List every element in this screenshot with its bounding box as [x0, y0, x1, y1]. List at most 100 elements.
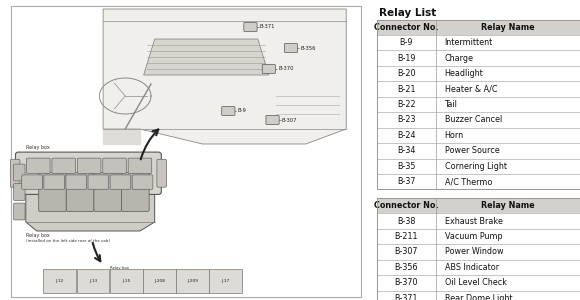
Polygon shape: [103, 9, 346, 144]
Text: J-17: J-17: [222, 279, 230, 283]
Text: B-34: B-34: [397, 146, 416, 155]
Text: Relay Name: Relay Name: [481, 23, 535, 32]
FancyBboxPatch shape: [103, 158, 126, 173]
Text: J-209: J-209: [187, 279, 198, 283]
Text: B-23: B-23: [117, 180, 125, 184]
Text: Charge: Charge: [444, 54, 473, 63]
Text: J-15: J-15: [122, 279, 130, 283]
Text: B-38: B-38: [397, 217, 416, 226]
FancyBboxPatch shape: [157, 159, 166, 187]
Text: Horn: Horn: [444, 131, 463, 140]
FancyBboxPatch shape: [110, 175, 130, 189]
Text: B-19: B-19: [397, 54, 416, 63]
FancyBboxPatch shape: [66, 172, 94, 212]
FancyBboxPatch shape: [377, 20, 580, 190]
Text: B-22: B-22: [397, 100, 416, 109]
Text: J-13: J-13: [89, 279, 97, 283]
FancyBboxPatch shape: [132, 175, 153, 189]
FancyBboxPatch shape: [77, 269, 110, 293]
Text: Relay box: Relay box: [26, 232, 49, 238]
FancyBboxPatch shape: [209, 269, 242, 293]
Text: B-37: B-37: [110, 164, 118, 168]
Text: B-21: B-21: [397, 85, 416, 94]
Text: B-34: B-34: [34, 164, 42, 168]
Text: B-371: B-371: [394, 294, 418, 300]
Text: B-23: B-23: [397, 116, 416, 124]
Text: B-371: B-371: [260, 25, 275, 29]
FancyBboxPatch shape: [44, 175, 64, 189]
Text: B-356: B-356: [300, 46, 316, 50]
FancyBboxPatch shape: [266, 116, 279, 124]
Text: B-35: B-35: [136, 164, 144, 168]
Text: Intermittent: Intermittent: [444, 38, 493, 47]
FancyBboxPatch shape: [21, 175, 42, 189]
Text: ABS Indicator: ABS Indicator: [444, 263, 499, 272]
FancyBboxPatch shape: [77, 158, 101, 173]
Text: Exhaust Brake: Exhaust Brake: [444, 217, 502, 226]
Text: B-21: B-21: [72, 180, 80, 184]
FancyBboxPatch shape: [16, 152, 161, 194]
Text: Power Window: Power Window: [444, 248, 503, 256]
Text: Relay box: Relay box: [26, 146, 49, 151]
FancyBboxPatch shape: [128, 158, 152, 173]
FancyBboxPatch shape: [27, 158, 50, 173]
Text: B-356: B-356: [394, 263, 418, 272]
FancyBboxPatch shape: [122, 172, 149, 212]
FancyBboxPatch shape: [13, 164, 25, 181]
Text: Power Source: Power Source: [444, 146, 499, 155]
FancyBboxPatch shape: [39, 172, 66, 212]
Text: B-9: B-9: [238, 109, 246, 113]
Text: Heater & A/C: Heater & A/C: [444, 85, 497, 94]
FancyBboxPatch shape: [52, 158, 75, 173]
Text: Connector No.: Connector No.: [374, 201, 438, 210]
Text: B-35: B-35: [397, 162, 416, 171]
Polygon shape: [144, 39, 269, 75]
Text: B-9: B-9: [400, 38, 413, 47]
Text: Tail: Tail: [444, 100, 458, 109]
FancyBboxPatch shape: [94, 172, 122, 212]
Text: B-37: B-37: [397, 177, 416, 186]
Text: B-20: B-20: [50, 180, 58, 184]
Text: B-22: B-22: [95, 180, 103, 184]
Text: J-12: J-12: [56, 279, 64, 283]
FancyBboxPatch shape: [284, 44, 298, 52]
Text: B-24: B-24: [397, 131, 416, 140]
Text: Vacuum Pump: Vacuum Pump: [444, 232, 502, 241]
Text: B-35: B-35: [60, 164, 68, 168]
Text: B-370: B-370: [278, 67, 293, 71]
FancyBboxPatch shape: [244, 22, 257, 32]
Text: Connector No.: Connector No.: [374, 23, 438, 32]
FancyBboxPatch shape: [377, 20, 580, 35]
Text: Rear Dome Light: Rear Dome Light: [444, 294, 512, 300]
Text: A/C Thermo: A/C Thermo: [444, 177, 492, 186]
FancyBboxPatch shape: [222, 106, 235, 116]
Text: Headlight: Headlight: [444, 69, 483, 78]
Text: Cornering Light: Cornering Light: [444, 162, 506, 171]
FancyBboxPatch shape: [377, 198, 580, 213]
FancyBboxPatch shape: [13, 184, 25, 200]
Text: B-307: B-307: [394, 248, 418, 256]
Text: Relay List: Relay List: [379, 8, 436, 17]
Text: Oil Level Check: Oil Level Check: [444, 278, 506, 287]
FancyBboxPatch shape: [143, 269, 176, 293]
Text: B-24: B-24: [139, 180, 147, 184]
FancyBboxPatch shape: [66, 175, 86, 189]
FancyBboxPatch shape: [377, 198, 580, 300]
Text: B-19: B-19: [28, 180, 36, 184]
Text: (installed on the left side rear of the cab): (installed on the left side rear of the …: [26, 238, 110, 242]
Text: Buzzer Cancel: Buzzer Cancel: [444, 116, 502, 124]
FancyBboxPatch shape: [262, 64, 276, 74]
Text: Relay box
(installed on the left side rear of the cab): Relay box (installed on the left side re…: [110, 266, 191, 274]
FancyBboxPatch shape: [88, 175, 108, 189]
FancyBboxPatch shape: [110, 269, 143, 293]
Text: Relay Name: Relay Name: [481, 201, 535, 210]
Text: B-211: B-211: [394, 232, 418, 241]
FancyBboxPatch shape: [44, 269, 76, 293]
Text: B-20: B-20: [397, 69, 416, 78]
FancyBboxPatch shape: [11, 6, 361, 297]
Text: (installed on the instrument panel): (installed on the instrument panel): [26, 152, 97, 155]
Text: B-370: B-370: [394, 278, 418, 287]
Text: B-307: B-307: [282, 118, 297, 122]
FancyBboxPatch shape: [13, 203, 25, 220]
Text: B-37: B-37: [85, 164, 93, 168]
